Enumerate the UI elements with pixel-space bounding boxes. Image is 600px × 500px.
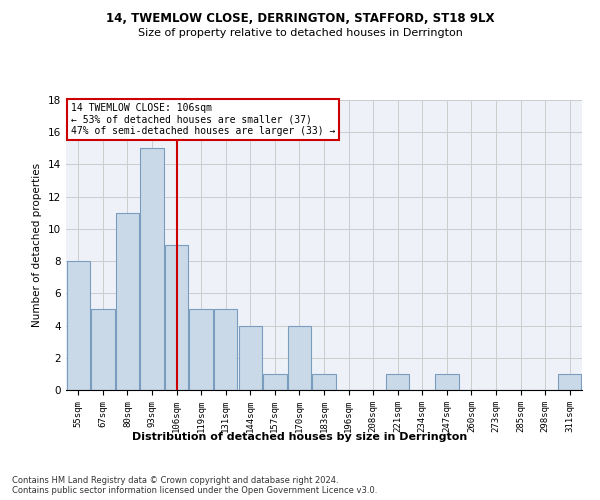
Y-axis label: Number of detached properties: Number of detached properties — [32, 163, 43, 327]
Bar — [288, 326, 311, 390]
Bar — [313, 374, 335, 390]
Bar — [435, 374, 458, 390]
Bar — [558, 374, 581, 390]
Bar — [67, 261, 90, 390]
Bar — [239, 326, 262, 390]
Bar — [116, 213, 139, 390]
Text: Contains HM Land Registry data © Crown copyright and database right 2024.
Contai: Contains HM Land Registry data © Crown c… — [12, 476, 377, 495]
Bar — [214, 310, 238, 390]
Text: Distribution of detached houses by size in Derrington: Distribution of detached houses by size … — [133, 432, 467, 442]
Text: Size of property relative to detached houses in Derrington: Size of property relative to detached ho… — [137, 28, 463, 38]
Text: 14, TWEMLOW CLOSE, DERRINGTON, STAFFORD, ST18 9LX: 14, TWEMLOW CLOSE, DERRINGTON, STAFFORD,… — [106, 12, 494, 26]
Text: 14 TWEMLOW CLOSE: 106sqm
← 53% of detached houses are smaller (37)
47% of semi-d: 14 TWEMLOW CLOSE: 106sqm ← 53% of detach… — [71, 103, 335, 136]
Bar — [263, 374, 287, 390]
Bar — [386, 374, 409, 390]
Bar — [91, 310, 115, 390]
Bar — [140, 148, 164, 390]
Bar — [190, 310, 213, 390]
Bar — [165, 245, 188, 390]
